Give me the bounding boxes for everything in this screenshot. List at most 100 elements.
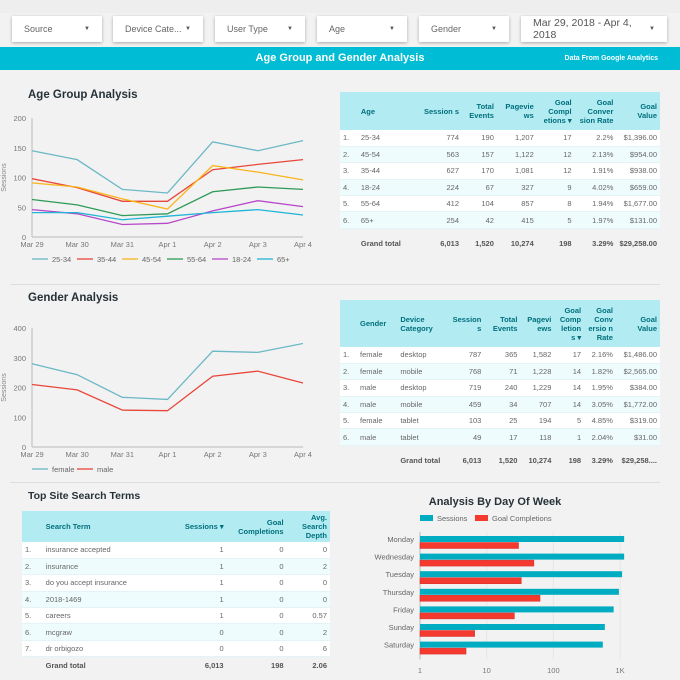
total-cell (356, 445, 398, 476)
filter-gender[interactable]: Gender ▼ (419, 16, 509, 42)
table-row[interactable]: 5. careers 1 0 0.57 (22, 607, 330, 625)
column-header[interactable]: Avg. Search Depth (286, 511, 330, 542)
table-row[interactable]: 4. 18-24 224 67 327 9 4.02% $659.00 (340, 179, 660, 197)
bar-sessions[interactable] (420, 624, 605, 630)
table-row[interactable]: 2. 45-54 563 157 1,122 12 2.13% $954.00 (340, 146, 660, 164)
total-cell: $29,258.00 (616, 228, 660, 259)
table-row[interactable]: 5. female tablet 103 25 194 5 4.85% $319.00 (340, 412, 660, 430)
series-line-65+ (32, 208, 304, 221)
legend-label[interactable]: male (97, 465, 113, 474)
bar-goal-completions[interactable] (419, 630, 475, 637)
x-tick-label: Apr 4 (294, 450, 312, 459)
table-row[interactable]: 4. 2018-1469 1 0 0 (22, 591, 330, 609)
column-header[interactable]: Pagevi ews (520, 300, 555, 347)
table-row[interactable]: 4. male mobile 459 34 707 14 3.05% $1,772.00 (340, 396, 660, 414)
bar-sessions[interactable] (420, 641, 603, 648)
table-row[interactable]: 5. 55-64 412 104 857 8 1.94% $1,677.00 (340, 195, 660, 213)
legend-label[interactable]: female (52, 465, 75, 474)
filter-source[interactable]: Source ▼ (12, 16, 102, 42)
column-header[interactable]: Gender (356, 300, 398, 347)
column-header[interactable]: Goal Conver sion Rate (574, 92, 617, 130)
table-cell: 9 (536, 179, 575, 197)
bar-sessions[interactable] (420, 571, 623, 578)
column-header[interactable]: Goal Value (615, 300, 660, 347)
column-header[interactable] (340, 300, 357, 347)
legend-label[interactable]: 18-24 (232, 255, 251, 264)
column-header[interactable]: Age (357, 92, 418, 130)
table-cell: 103 (444, 412, 485, 430)
table-cell: $131.00 (616, 211, 660, 229)
table-row[interactable]: 6. mcgraw 0 0 2 (22, 623, 330, 641)
table-row[interactable]: 7. dr orbigozo 0 0 6 (22, 640, 330, 658)
bar-goal-completions[interactable] (419, 595, 541, 602)
column-header[interactable]: Goal Conv ersio n Rate (584, 300, 616, 347)
total-cell (340, 445, 357, 476)
column-header[interactable]: Device Category (397, 300, 445, 347)
table-row[interactable]: 2. insurance 1 0 2 (22, 558, 330, 576)
bar-goal-completions[interactable] (419, 577, 522, 584)
filter-device-cate[interactable]: Device Cate... ▼ (113, 16, 203, 42)
x-tick-label: Apr 1 (159, 450, 177, 459)
bar-goal-completions[interactable] (419, 542, 519, 549)
column-header[interactable]: Total Events (462, 92, 497, 130)
bar-goal-completions[interactable] (419, 647, 467, 655)
bar-goal-completions[interactable] (419, 612, 515, 620)
table-cell: 25 (484, 412, 521, 430)
table-cell: $1,677.00 (616, 195, 660, 213)
total-cell: 1,520 (484, 445, 521, 476)
table-cell: 459 (444, 396, 485, 414)
column-header[interactable]: Goal Comp letion s ▾ (554, 300, 585, 347)
filter-age[interactable]: Age ▼ (317, 16, 407, 42)
table-cell: 2.2% (574, 130, 617, 147)
bar-goal-completions[interactable] (419, 559, 535, 567)
x-tick-label: 100 (547, 666, 560, 675)
y-tick-label: 100 (13, 174, 26, 183)
table-row[interactable]: 1. female desktop 787 365 1,582 17 2.16% $1,486.… (340, 347, 660, 364)
legend-label[interactable]: Sessions (437, 514, 468, 523)
column-header[interactable]: Session s (417, 92, 462, 130)
table-cell: 2018-1469 (42, 591, 167, 609)
column-header[interactable]: Total Events (484, 300, 521, 347)
bar-sessions[interactable] (420, 606, 614, 613)
table-row[interactable]: 1. 25-34 774 190 1,207 17 2.2% $1,396.00 (340, 130, 660, 147)
report-title: Age Group and Gender Analysis (255, 52, 425, 64)
column-header[interactable]: Session s (444, 300, 485, 347)
column-header[interactable]: Goal Value (616, 92, 660, 130)
bar-sessions[interactable] (420, 553, 625, 560)
legend-label[interactable]: 55-64 (187, 255, 206, 264)
table-row[interactable]: 3. do you accept insurance 1 0 0 (22, 574, 330, 592)
total-cell: Grand total (42, 656, 167, 675)
legend-swatch (475, 515, 488, 521)
total-cell: Grand total (397, 445, 445, 476)
bar-sessions[interactable] (420, 588, 619, 595)
table-cell: 12 (536, 162, 575, 180)
legend-label[interactable]: 65+ (277, 255, 290, 264)
column-header[interactable]: Sessions ▾ (166, 511, 227, 542)
filter-user-type[interactable]: User Type ▼ (215, 16, 305, 42)
bar-sessions[interactable] (420, 536, 625, 542)
legend-label[interactable]: 25-34 (52, 255, 71, 264)
column-header[interactable]: Goal Completions (226, 511, 287, 542)
total-cell (340, 228, 358, 259)
table-row[interactable]: 3. 35-44 627 170 1,081 12 1.91% $938.00 (340, 162, 660, 180)
column-header[interactable] (340, 92, 358, 130)
column-header[interactable]: Search Term (42, 511, 167, 542)
column-header[interactable]: Pagevie ws (496, 92, 537, 130)
column-header[interactable] (22, 511, 43, 542)
table-cell: 1.82% (584, 363, 616, 381)
column-header[interactable]: Goal Compl etions ▾ (536, 92, 575, 130)
table-row[interactable]: 1. insurance accepted 1 0 0 (22, 542, 330, 559)
legend-label[interactable]: Goal Completions (492, 514, 552, 523)
table-cell: 65+ (357, 211, 418, 229)
table-row[interactable]: 3. male desktop 719 240 1,229 14 1.95% $384.00 (340, 379, 660, 397)
table-row[interactable]: 2. female mobile 768 71 1,228 14 1.82% $2,565.00 (340, 363, 660, 381)
category-label: Sunday (389, 623, 415, 632)
table-row[interactable]: 6. 65+ 254 42 415 5 1.97% $131.00 (340, 211, 660, 229)
legend-label[interactable]: 35-44 (97, 255, 116, 264)
filter-mar-29-2018-apr-4-2018[interactable]: Mar 29, 2018 - Apr 4, 2018 ▼ (521, 16, 667, 42)
table-row[interactable]: 6. male tablet 49 17 118 1 2.04% $31.00 (340, 428, 660, 446)
divider (10, 482, 660, 483)
y-tick-label: 200 (13, 114, 26, 123)
legend-label[interactable]: 45-54 (142, 255, 161, 264)
series-line-female (31, 342, 304, 401)
